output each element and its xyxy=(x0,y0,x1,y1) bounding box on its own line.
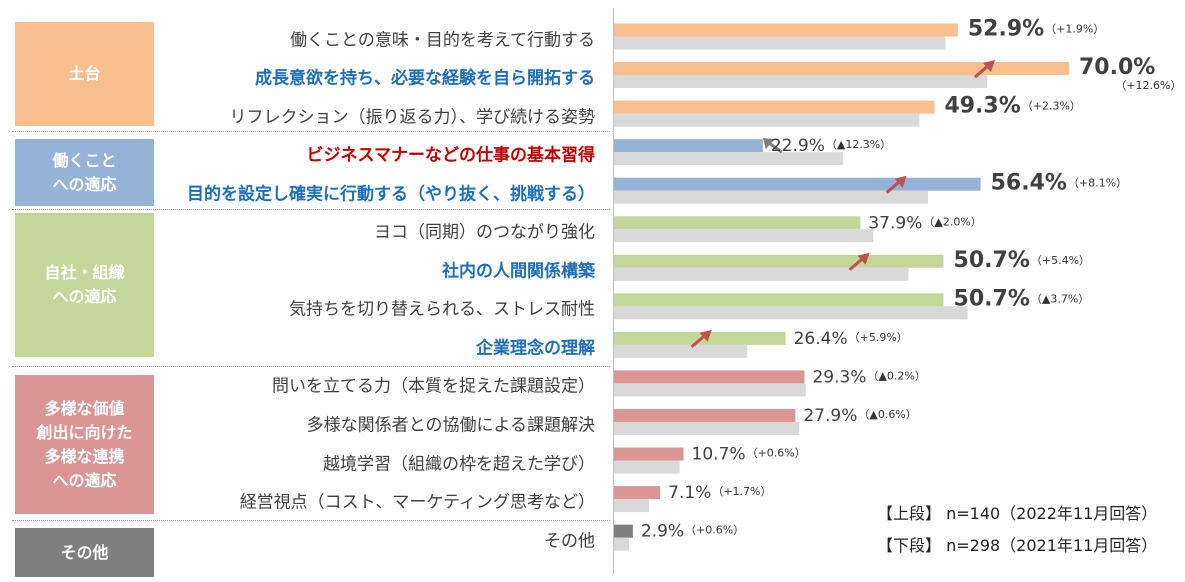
bar-2021-7 xyxy=(614,306,968,320)
bar-2021-4 xyxy=(614,190,928,204)
diff-label-4: （+8.1%） xyxy=(1068,177,1127,190)
category-label-13: その他 xyxy=(544,531,595,552)
diff-label-5: （▲2.0%） xyxy=(923,215,981,228)
value-label-6: 50.7% xyxy=(954,248,1030,273)
bar-2021-1 xyxy=(614,75,988,89)
bar-2022-2 xyxy=(614,100,935,114)
diff-label-0: （+1.9%） xyxy=(1045,23,1104,36)
bar-2021-10 xyxy=(614,422,800,435)
bar-2022-6 xyxy=(614,254,944,268)
bar-2021-13 xyxy=(614,537,629,551)
group-separator-1 xyxy=(12,209,610,210)
bar-2021-6 xyxy=(614,267,909,281)
diff-label-12: （+1.7%） xyxy=(712,485,771,498)
group-separator-0 xyxy=(12,131,610,132)
bar-2022-12 xyxy=(614,486,661,500)
diff-label-8: （+5.9%） xyxy=(849,331,908,344)
bar-2022-4 xyxy=(614,177,981,191)
value-label-9: 29.3% xyxy=(812,367,866,387)
category-label-9: 問いを立てる力（本質を捉えた課題設定） xyxy=(272,376,595,397)
category-axis-line xyxy=(613,8,614,574)
legend-entry-1: 【下段】 n=298（2021年11月回答） xyxy=(877,536,1158,555)
diff-label-6: （+5.4%） xyxy=(1031,254,1090,267)
value-label-8: 26.4% xyxy=(794,329,848,349)
bar-2021-3 xyxy=(614,152,843,166)
category-label-10: 多様な関係者との協働による課題解決 xyxy=(306,415,595,436)
bar-2022-9 xyxy=(614,370,805,384)
group-label-0: 土台 xyxy=(15,22,154,126)
bar-2022-10 xyxy=(614,409,796,422)
diff-label-3: （▲12.3%） xyxy=(826,138,891,151)
bar-2022-13 xyxy=(614,524,633,538)
value-label-1: 70.0% xyxy=(1079,55,1155,80)
value-label-3: 22.9% xyxy=(771,136,825,156)
category-label-2: リフレクション（振り返る力）、学び続ける姿勢 xyxy=(229,107,596,128)
diff-label-11: （+0.6%） xyxy=(747,447,806,460)
trend-arrow-up-6 xyxy=(857,252,870,265)
category-label-1: 成長意欲を持ち、必要な経験を自ら開拓する xyxy=(255,68,595,89)
diff-label-13: （+0.6%） xyxy=(685,524,744,537)
group-label-3: 多様な価値 創出に向けた 多様な連携 への適応 xyxy=(15,375,154,514)
bar-2021-2 xyxy=(614,113,920,127)
group-label-2: 自社・組織 への適応 xyxy=(15,213,154,357)
value-label-0: 52.9% xyxy=(968,17,1044,42)
category-label-0: 働くことの意味・目的を考えて行動する xyxy=(290,30,595,50)
bar-2022-7 xyxy=(614,293,944,307)
category-label-11: 越境学習（組織の枠を超えた学び） xyxy=(323,454,595,475)
category-label-7: 気持ちを切り替えられる、ストレス耐性 xyxy=(289,299,595,320)
bar-2022-3 xyxy=(614,139,763,153)
category-label-6: 社内の人間関係構築 xyxy=(442,261,595,282)
trend-arrow-up-8 xyxy=(699,329,712,342)
diff-label-2: （+2.3%） xyxy=(1022,100,1081,113)
value-label-11: 10.7% xyxy=(692,445,746,465)
value-label-13: 2.9% xyxy=(641,522,684,542)
bar-2022-1 xyxy=(614,62,1069,76)
bar-2021-5 xyxy=(614,229,874,243)
bar-2021-11 xyxy=(614,460,680,474)
group-separator-3 xyxy=(12,520,610,521)
group-label-1: 働くこと への適応 xyxy=(15,139,154,206)
group-label-4: その他 xyxy=(15,528,154,577)
diff-label-7: （▲3.7%） xyxy=(1031,292,1089,305)
bar-2021-0 xyxy=(614,36,946,50)
trend-arrow-up-1 xyxy=(983,60,995,73)
value-label-12: 7.1% xyxy=(668,483,711,503)
bar-2022-5 xyxy=(614,216,861,230)
value-label-4: 56.4% xyxy=(991,171,1067,196)
diff-label-9: （▲0.2%） xyxy=(867,369,925,382)
bar-2021-12 xyxy=(614,499,650,513)
trend-arrow-up-4 xyxy=(894,175,907,188)
value-label-2: 49.3% xyxy=(944,94,1020,119)
value-label-5: 37.9% xyxy=(868,213,922,233)
bar-2022-0 xyxy=(614,23,958,37)
group-separator-2 xyxy=(12,366,610,367)
trend-arrow-down-3 xyxy=(762,138,775,150)
category-label-4: 目的を設定し確実に行動する（やり抜く、挑戦する） xyxy=(187,184,595,205)
value-label-10: 27.9% xyxy=(803,406,857,426)
value-label-7: 50.7% xyxy=(954,286,1030,311)
category-label-12: 経営視点（コスト、マーケティング思考など） xyxy=(239,492,595,513)
bar-2022-11 xyxy=(614,447,684,461)
category-label-5: ヨコ（同期）のつながり強化 xyxy=(374,222,595,243)
bar-2021-9 xyxy=(614,383,806,397)
category-label-8: 企業理念の理解 xyxy=(476,338,595,359)
diff-label-10: （▲0.6%） xyxy=(858,408,916,421)
diff-label-1: （+12.6%） xyxy=(1115,79,1181,92)
legend-entry-0: 【上段】 n=140（2022年11月回答） xyxy=(877,504,1158,523)
category-label-3: ビジネスマナーなどの仕事の基本習得 xyxy=(306,145,596,166)
bar-2021-8 xyxy=(614,344,748,358)
